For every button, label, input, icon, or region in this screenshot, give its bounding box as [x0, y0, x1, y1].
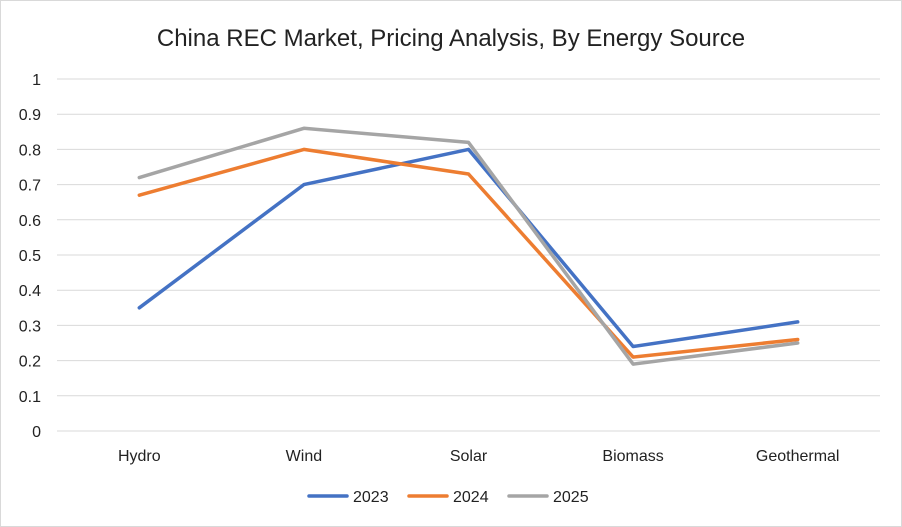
- x-axis-ticks: Hydro Wind Solar Biomass Geothermal: [118, 448, 840, 465]
- x-tick-label: Biomass: [602, 448, 663, 465]
- series-line-2023: [137, 147, 800, 349]
- y-tick-label: 0.2: [19, 354, 41, 371]
- series-lines: [137, 126, 800, 366]
- x-tick-label: Solar: [450, 448, 488, 465]
- legend-label-2024: 2024: [453, 489, 489, 506]
- series-line-2025: [137, 126, 800, 366]
- y-tick-label: 0.4: [19, 283, 41, 300]
- y-tick-label: 0.9: [19, 107, 41, 124]
- y-tick-label: 1: [32, 72, 41, 89]
- y-tick-label: 0.1: [19, 389, 41, 406]
- x-tick-label: Geothermal: [756, 448, 840, 465]
- gridlines: [57, 78, 880, 432]
- y-tick-label: 0.8: [19, 142, 41, 159]
- y-tick-label: 0.3: [19, 318, 41, 335]
- y-tick-label: 0.7: [19, 178, 41, 195]
- y-axis-ticks: 0 0.1 0.2 0.3 0.4 0.5 0.6 0.7 0.8 0.9 1: [19, 72, 41, 441]
- chart-title: China REC Market, Pricing Analysis, By E…: [157, 25, 745, 52]
- x-tick-label: Wind: [286, 448, 322, 465]
- legend-label-2023: 2023: [353, 489, 389, 506]
- x-tick-label: Hydro: [118, 448, 161, 465]
- y-tick-label: 0.6: [19, 213, 41, 230]
- legend-label-2025: 2025: [553, 489, 589, 506]
- series-line-2024: [137, 147, 800, 359]
- legend: 2023 2024 2025: [307, 489, 589, 506]
- y-tick-label: 0: [32, 424, 41, 441]
- y-tick-label: 0.5: [19, 248, 41, 265]
